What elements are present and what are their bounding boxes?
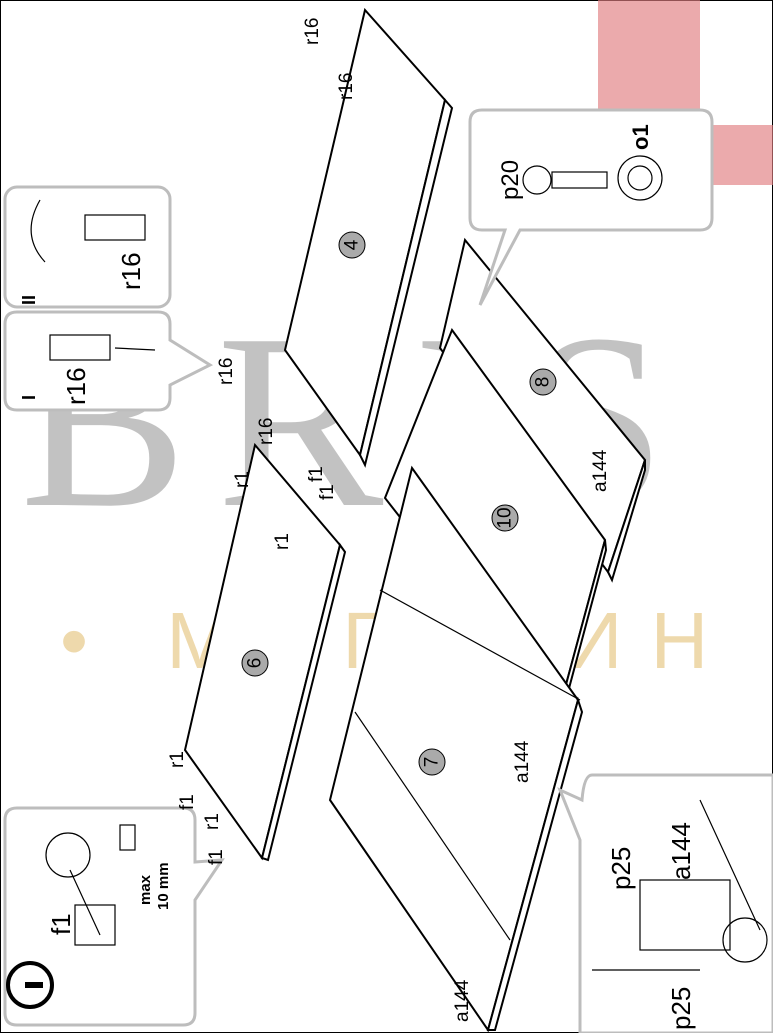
part-label: a144 xyxy=(512,740,533,783)
part-label: f1 xyxy=(46,913,76,935)
part-label: f1 xyxy=(177,794,198,810)
step-label: I xyxy=(19,395,39,400)
dimension-label: 10 mm xyxy=(155,862,172,910)
panel-number: 8 xyxy=(533,377,554,388)
part-label: r16 xyxy=(116,252,146,290)
part-label: r16 xyxy=(61,367,91,405)
part-label: a144 xyxy=(452,979,473,1022)
part-label: f1 xyxy=(306,466,327,482)
assembly-diagram: BRIS• МАГАЗИН 481067 r16r16r16r16r1r1f1f… xyxy=(0,0,773,1033)
part-label: p25 xyxy=(666,987,696,1030)
panel-number: 10 xyxy=(495,507,516,528)
part-label: p20 xyxy=(497,160,524,200)
part-label: r1 xyxy=(272,533,293,550)
part-label: r1 xyxy=(167,751,188,768)
part-label: f1 xyxy=(206,849,227,865)
part-label: r1 xyxy=(202,813,223,830)
info-icon xyxy=(25,982,43,988)
part-label: r16 xyxy=(302,18,323,45)
part-label: r16 xyxy=(336,73,357,100)
step-label: II xyxy=(19,295,39,305)
part-label: r16 xyxy=(256,418,277,445)
part-label: f1 xyxy=(317,484,338,500)
dimension-label: max xyxy=(137,874,154,905)
part-label: r16 xyxy=(216,358,237,385)
panel-number: 6 xyxy=(245,658,266,669)
panel-number: 7 xyxy=(422,757,443,768)
part-label: o1 xyxy=(628,124,653,150)
part-label: a144 xyxy=(590,449,611,492)
panel-number: 4 xyxy=(342,239,363,250)
part-label: r1 xyxy=(232,471,253,488)
part-label: a144 xyxy=(666,822,696,880)
part-label: p25 xyxy=(606,847,636,890)
